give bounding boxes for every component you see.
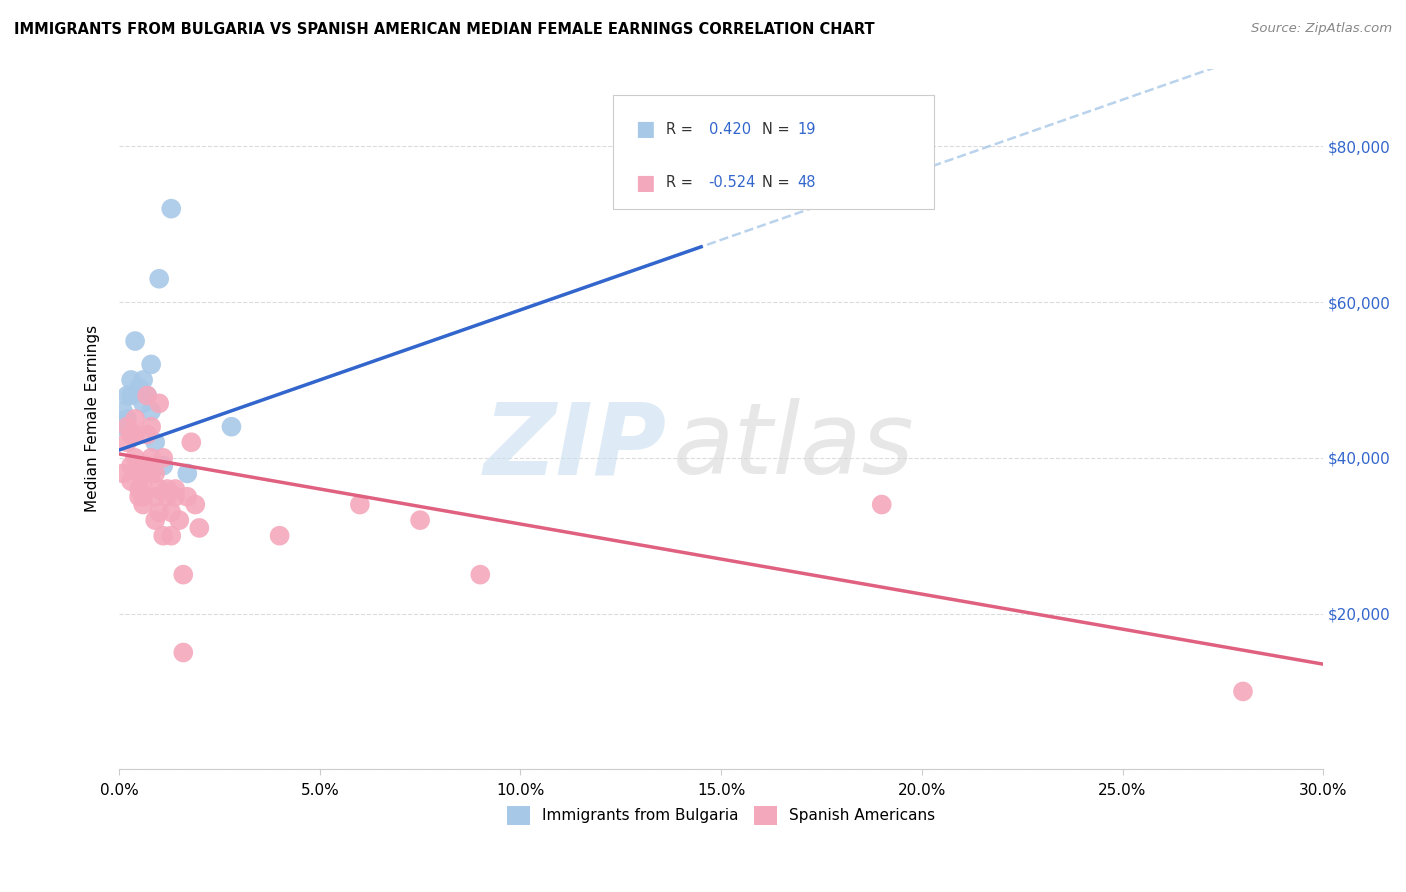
Point [160,505,183,519]
Point [128,381,150,395]
Point [115,435,138,450]
Point [188,521,211,535]
Point [141,358,163,372]
Point [156,490,179,504]
Point [143,467,166,481]
Point [470,567,492,582]
Point [180,435,202,450]
Point [132,498,155,512]
Point [167,513,190,527]
Point [112,404,135,418]
Point [124,334,146,348]
Point [136,458,159,473]
Point [120,373,142,387]
Point [124,450,146,465]
Point [115,419,138,434]
Point [409,513,432,527]
Legend: Immigrants from Bulgaria, Spanish Americans: Immigrants from Bulgaria, Spanish Americ… [508,806,935,825]
Point [124,412,146,426]
Point [148,396,170,410]
Point [136,388,159,402]
Point [112,419,135,434]
Point [160,202,183,216]
Point [112,467,135,481]
Point [141,467,163,481]
Point [141,404,163,418]
Point [143,490,166,504]
Text: 0.420: 0.420 [709,122,751,136]
Text: -0.524: -0.524 [709,176,756,190]
Point [128,482,150,496]
Point [128,490,150,504]
Point [165,490,187,504]
Text: Source: ZipAtlas.com: Source: ZipAtlas.com [1251,22,1392,36]
Point [160,529,183,543]
Point [148,482,170,496]
Point [176,467,198,481]
Point [143,513,166,527]
Text: R =: R = [666,122,697,136]
Point [176,490,198,504]
Point [349,498,371,512]
Point [152,458,174,473]
Point [136,427,159,442]
Point [148,505,170,519]
Point [132,490,155,504]
Point [132,396,155,410]
Point [115,388,138,402]
Text: N =: N = [762,176,794,190]
Point [870,498,893,512]
Text: ■: ■ [636,173,655,193]
Point [184,498,207,512]
Text: 19: 19 [797,122,815,136]
Point [221,419,243,434]
Text: ■: ■ [636,120,655,139]
Point [132,474,155,488]
Point [120,427,142,442]
Point [156,482,179,496]
Point [115,412,138,426]
Point [143,435,166,450]
Point [141,450,163,465]
Text: R =: R = [666,176,697,190]
Y-axis label: Median Female Earnings: Median Female Earnings [86,326,100,513]
Point [120,474,142,488]
Point [132,373,155,387]
Point [165,482,187,496]
Point [124,427,146,442]
Point [136,388,159,402]
Point [172,646,194,660]
Point [269,529,291,543]
Point [148,272,170,286]
Point [128,467,150,481]
Text: ZIP: ZIP [484,399,666,495]
Point [141,419,163,434]
Text: IMMIGRANTS FROM BULGARIA VS SPANISH AMERICAN MEDIAN FEMALE EARNINGS CORRELATION : IMMIGRANTS FROM BULGARIA VS SPANISH AMER… [14,22,875,37]
Point [120,388,142,402]
Point [152,450,174,465]
Point [152,529,174,543]
Point [120,458,142,473]
Point [172,567,194,582]
Text: 48: 48 [797,176,815,190]
Text: atlas: atlas [673,399,915,495]
Text: N =: N = [762,122,794,136]
Point [1232,684,1254,698]
